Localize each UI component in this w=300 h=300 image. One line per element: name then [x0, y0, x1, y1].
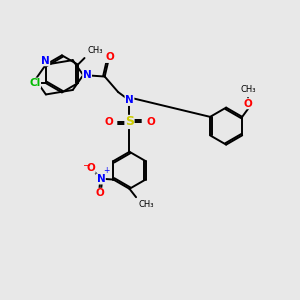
Text: N: N	[97, 174, 105, 184]
Text: O: O	[95, 188, 104, 198]
Text: N: N	[41, 56, 50, 66]
Text: S: S	[125, 116, 134, 128]
Text: O: O	[146, 117, 155, 127]
Text: O: O	[104, 117, 113, 127]
Text: CH₃: CH₃	[240, 85, 256, 94]
Text: O: O	[86, 163, 95, 173]
Text: N: N	[125, 95, 134, 105]
Text: +: +	[103, 167, 110, 176]
Text: CH₃: CH₃	[88, 46, 103, 55]
Text: N: N	[83, 70, 92, 80]
Text: CH₃: CH₃	[138, 200, 154, 209]
Text: Cl: Cl	[29, 78, 40, 88]
Text: O: O	[244, 99, 253, 109]
Text: −: −	[82, 161, 91, 171]
Text: O: O	[105, 52, 114, 62]
